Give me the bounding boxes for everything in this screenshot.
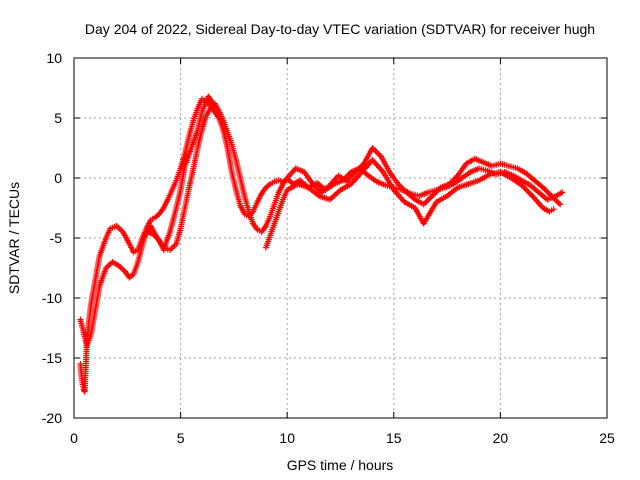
y-tick-label: -10 bbox=[42, 290, 62, 306]
y-tick-label: -20 bbox=[42, 410, 62, 426]
data-point bbox=[424, 197, 431, 204]
y-tick-label: -15 bbox=[42, 350, 62, 366]
x-tick-label: 10 bbox=[279, 430, 295, 446]
data-point bbox=[426, 195, 433, 202]
x-axis-label: GPS time / hours bbox=[287, 457, 394, 473]
data-point bbox=[526, 190, 533, 197]
data-markers bbox=[77, 93, 566, 395]
grid-lines bbox=[74, 58, 607, 418]
chart-title: Day 204 of 2022, Sidereal Day-to-day VTE… bbox=[85, 21, 595, 37]
data-point bbox=[430, 191, 437, 198]
y-tick-label: -5 bbox=[50, 230, 63, 246]
y-tick-label: 5 bbox=[54, 110, 62, 126]
data-point bbox=[550, 206, 557, 213]
x-tick-label: 15 bbox=[386, 430, 402, 446]
data-point bbox=[520, 183, 527, 190]
data-point bbox=[373, 149, 380, 156]
y-axis-label: SDTVAR / TECUs bbox=[6, 182, 22, 294]
series-1 bbox=[77, 95, 566, 395]
data-point bbox=[559, 189, 566, 196]
data-point bbox=[372, 147, 379, 154]
data-point bbox=[555, 200, 562, 206]
data-point bbox=[554, 198, 561, 205]
data-point bbox=[375, 150, 382, 157]
data-point bbox=[521, 184, 528, 191]
x-axis: 0 5 10 15 20 25 bbox=[70, 58, 615, 446]
data-point bbox=[557, 201, 564, 208]
data-point bbox=[518, 182, 525, 189]
y-tick-label: 0 bbox=[54, 170, 62, 186]
x-tick-label: 0 bbox=[70, 430, 78, 446]
data-point bbox=[528, 191, 535, 198]
y-tick-label: 10 bbox=[46, 50, 62, 66]
data-point bbox=[525, 188, 532, 195]
data-point bbox=[422, 200, 429, 206]
x-tick-label: 5 bbox=[177, 430, 185, 446]
data-point bbox=[427, 194, 434, 201]
series-3 bbox=[145, 93, 557, 253]
y-axis: -20 -15 -10 -5 0 5 10 bbox=[42, 50, 607, 426]
data-point bbox=[524, 187, 531, 194]
data-point bbox=[544, 188, 551, 195]
x-tick-label: 20 bbox=[493, 430, 509, 446]
series-2 bbox=[77, 100, 564, 349]
data-point bbox=[522, 186, 529, 193]
data-point bbox=[211, 103, 218, 109]
data-point bbox=[542, 187, 549, 194]
x-tick-label: 25 bbox=[599, 430, 615, 446]
